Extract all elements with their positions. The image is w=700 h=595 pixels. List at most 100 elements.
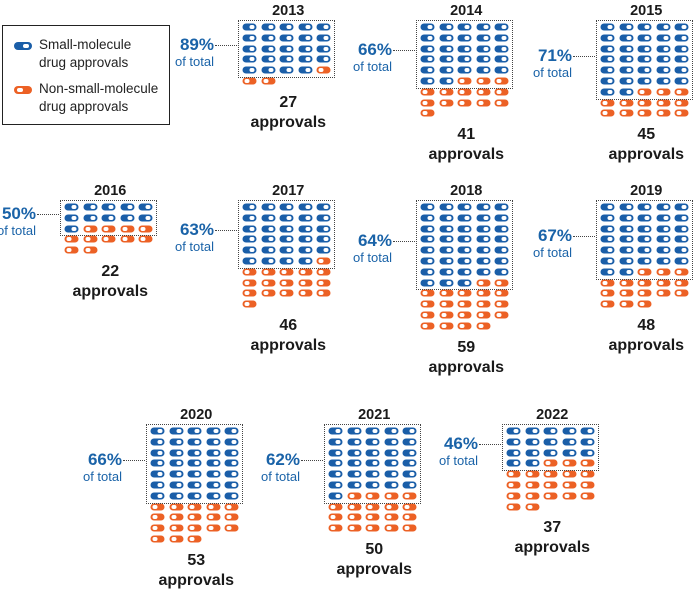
non-small-molecule-pill [261, 279, 275, 287]
small-molecule-pill [138, 203, 153, 211]
small-molecule-pill [365, 481, 380, 489]
small-molecule-pill [656, 55, 670, 63]
small-molecule-pill [656, 246, 670, 254]
small-molecule-pill [656, 203, 670, 211]
small-molecule-pill [224, 427, 239, 435]
non-small-molecule-pill [169, 535, 183, 543]
small-molecule-pill [316, 45, 331, 53]
small-molecule-pill [206, 470, 220, 478]
non-small-molecule-pill [637, 99, 652, 107]
small-molecule-pill [619, 214, 633, 222]
non-small-molecule-pill [476, 279, 490, 287]
small-molecule-box-2019 [596, 200, 693, 280]
non-small-molecule-pill [525, 503, 539, 511]
non-small-molecule-pill [494, 88, 509, 96]
non-small-molecule-pill [384, 503, 398, 511]
small-molecule-pill [674, 77, 689, 85]
small-molecule-pill [347, 449, 361, 457]
small-molecule-pill [101, 214, 116, 222]
small-molecule-pill [402, 438, 417, 446]
small-molecule-pill [637, 225, 652, 233]
small-molecule-pill [600, 77, 615, 85]
small-molecule-pill [476, 235, 490, 243]
small-molecule-pill [224, 481, 239, 489]
non-small-molecule-pill [525, 492, 539, 500]
small-molecule-pill [619, 66, 633, 74]
non-small-molecule-pill [656, 268, 670, 276]
legend-item-non-small-molecule: Non-small-molecule drug approvals [13, 80, 158, 116]
non-small-molecule-pill [476, 99, 490, 107]
of-total-label-2016: of total [0, 223, 36, 239]
legend-label-small-line2: drug approvals [39, 55, 129, 70]
year-label-2021: 2021 [358, 407, 391, 423]
small-molecule-pill [525, 438, 539, 446]
year-label-2015: 2015 [630, 3, 663, 19]
small-molecule-pill [600, 214, 615, 222]
non-small-molecule-pill [279, 289, 294, 297]
non-small-molecule-pill [83, 225, 97, 233]
non-small-molecule-pill [242, 268, 257, 276]
small-molecule-pill [420, 225, 435, 233]
small-molecule-pill [242, 257, 257, 265]
non-small-molecule-pill [316, 268, 331, 276]
small-molecule-pill [494, 203, 509, 211]
non-small-molecule-pill [580, 492, 595, 500]
non-small-molecule-pill [261, 289, 275, 297]
non-small-molecule-pill [476, 88, 490, 96]
small-molecule-pill [242, 23, 257, 31]
non-small-molecule-pill [365, 492, 380, 500]
percent-label-2022: 46% [443, 433, 478, 453]
small-molecule-pill [420, 235, 435, 243]
of-total-label-2019: of total [532, 244, 572, 260]
small-molecule-pill [420, 23, 435, 31]
small-molecule-pill [439, 235, 453, 243]
small-molecule-pill [600, 45, 615, 53]
small-molecule-pill [279, 23, 294, 31]
total-label-2019: 48 approvals [586, 316, 700, 356]
legend-label-non-small-molecule: Non-small-molecule drug approvals [39, 80, 158, 116]
non-small-molecule-pill [439, 311, 453, 319]
small-molecule-pill [439, 279, 453, 287]
total-suffix-2019: approvals [608, 337, 685, 354]
non-small-molecule-pill [150, 503, 165, 511]
small-molecule-pill [150, 427, 165, 435]
small-molecule-pill [439, 225, 453, 233]
small-molecule-pill [476, 257, 490, 265]
legend-label-nonsmall-line2: drug approvals [39, 99, 129, 114]
small-molecule-pill [206, 492, 220, 500]
non-small-molecule-pill [138, 225, 153, 233]
small-molecule-pill [384, 481, 398, 489]
non-small-molecule-pill [206, 513, 220, 521]
small-molecule-pill [674, 257, 689, 265]
non-small-molecule-pill [476, 300, 490, 308]
small-molecule-pill [279, 66, 294, 74]
total-label-2015: 45 approvals [586, 125, 700, 165]
non-small-molecule-pill [298, 289, 312, 297]
small-molecule-pill [439, 55, 453, 63]
small-molecule-pill [242, 45, 257, 53]
small-molecule-pill [242, 34, 257, 42]
small-molecule-pill [279, 225, 294, 233]
non-small-molecule-pill [328, 524, 343, 532]
small-molecule-pill [187, 481, 202, 489]
non-small-molecule-pill [298, 279, 312, 287]
non-small-molecule-pill [656, 88, 670, 96]
percent-label-2016: 50% [1, 204, 36, 224]
year-label-2022: 2022 [536, 407, 569, 423]
non-small-molecule-pill [637, 279, 652, 287]
small-molecule-pill [169, 492, 183, 500]
total-suffix-2014: approvals [428, 146, 505, 164]
non-small-molecule-pill [457, 311, 472, 319]
small-molecule-pill [224, 438, 239, 446]
non-small-molecule-pill [224, 503, 239, 511]
small-molecule-pill [261, 203, 275, 211]
small-molecule-pill [169, 449, 183, 457]
total-label-2020: 53 approvals [136, 551, 256, 591]
non-small-molecule-pill [101, 225, 116, 233]
small-molecule-pill [347, 427, 361, 435]
small-molecule-pill [439, 77, 453, 85]
small-molecule-pill [261, 45, 275, 53]
small-molecule-pill [674, 214, 689, 222]
small-molecule-pill [619, 45, 633, 53]
small-molecule-pill [384, 459, 398, 467]
